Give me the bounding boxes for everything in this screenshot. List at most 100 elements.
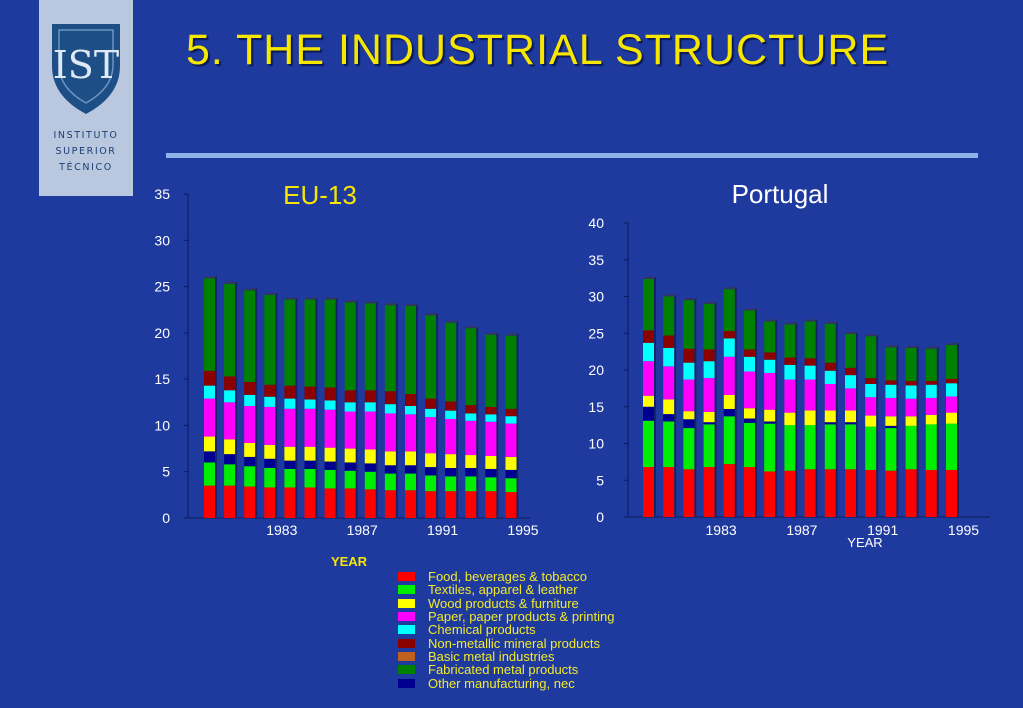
pt-bar-1983-fabricated: [703, 303, 715, 350]
eu-bar-side-1989: [395, 303, 398, 518]
eu-bar-1988-food: [364, 489, 376, 518]
pt-bar-1991-fabricated: [865, 336, 877, 379]
eu-bar-1993-food: [465, 491, 477, 518]
pt-bar-1990-fabricated: [845, 333, 856, 368]
pt-bar-1990-paper: [845, 388, 856, 411]
eu-bar-1983-wood: [264, 444, 276, 459]
pt-bar-side-1991: [876, 334, 879, 517]
pt-bar-1982-nonmetallic: [683, 348, 695, 363]
eu-bar-side-1992: [456, 320, 459, 518]
eu-bar-1987-wood: [344, 448, 356, 463]
eu-bar-1987-nonmetallic: [344, 390, 356, 403]
eu-bar-1990-other: [405, 465, 416, 474]
pt-bar-1988-fabricated: [804, 321, 816, 359]
legend-swatch: [398, 678, 415, 688]
eu-bar-1995-chemical: [505, 416, 517, 424]
pt-bar-1993-paper: [905, 398, 917, 417]
eu-bar-1982-chemical: [244, 394, 256, 406]
pt-bar-1991-chemical: [865, 383, 877, 398]
pt-bar-1985-textiles: [744, 422, 755, 468]
eu-bar-1991-chemical: [425, 408, 437, 418]
eu-bar-1985-fabricated: [304, 299, 316, 387]
eu-bar-side-1995: [516, 333, 519, 518]
pt-bar-1984-paper: [723, 356, 735, 395]
eu-bar-1984-food: [284, 487, 296, 518]
eu-bar-1994-fabricated: [485, 334, 497, 407]
eu-bar-side-1982: [255, 288, 258, 518]
pt-bar-1983-nonmetallic: [703, 349, 715, 362]
pt-y-tick-label: 15: [588, 399, 604, 415]
pt-bar-1985-other: [744, 418, 755, 423]
pt-bar-1992-fabricated: [885, 347, 897, 381]
legend-swatch: [398, 665, 415, 675]
pt-bar-1983-paper: [703, 378, 715, 412]
eu-bar-1990-nonmetallic: [405, 393, 416, 406]
pt-bar-cap-1989: [824, 321, 838, 324]
eu-bar-1984-chemical: [284, 398, 296, 409]
pt-bar-cap-1987: [784, 322, 798, 325]
eu-bar-1987-other: [344, 462, 356, 471]
pt-bar-side-1984: [734, 287, 737, 517]
eu-bar-1980-fabricated: [204, 278, 215, 371]
eu-bar-1986-paper: [324, 409, 336, 448]
eu-bar-1984-other: [284, 460, 296, 469]
eu13-chart: 0 5 10 15 20 25 30 35 EU-13 1983 1987 1991 1995 YEAR: [154, 180, 538, 569]
pt-bar-1992-other: [885, 425, 897, 429]
eu-bar-1985-wood: [304, 446, 316, 461]
eu-bar-1981-textiles: [224, 464, 236, 486]
pt-bar-1987-chemical: [784, 364, 796, 380]
eu-bar-cap-1995: [505, 333, 519, 336]
eu-bar-1992-wood: [445, 454, 457, 469]
pt-bar-cap-1980: [643, 276, 656, 279]
pt-bar-1993-chemical: [905, 385, 917, 399]
institution-logo: IST INSTITUTO SUPERIOR TÉCNICO: [39, 0, 133, 196]
eu-bar-cap-1985: [304, 297, 318, 300]
pt-bar-1988-food: [804, 469, 816, 517]
eu-bar-1982-other: [244, 456, 256, 467]
eu-bar-1980-nonmetallic: [204, 370, 215, 386]
pt-bar-1992-textiles: [885, 428, 897, 471]
pt-y-tick-label: 25: [588, 325, 604, 341]
pt-bar-1992-nonmetallic: [885, 380, 897, 385]
eu-bar-1983-textiles: [264, 468, 276, 488]
eu-bar-1984-textiles: [284, 468, 296, 488]
pt-bar-1981-fabricated: [663, 296, 675, 336]
eu-bar-1992-fabricated: [445, 322, 457, 402]
pt-bar-1986-textiles: [764, 423, 776, 472]
eu-bar-1990-wood: [405, 451, 416, 466]
eu-bar-1989-paper: [384, 413, 396, 452]
eu-bar-1982-wood: [244, 443, 256, 457]
eu-bar-1985-paper: [304, 408, 316, 447]
pt-bar-cap-1986: [764, 319, 778, 322]
eu-bar-cap-1981: [224, 281, 238, 284]
pt-bar-1981-textiles: [663, 421, 675, 468]
pt-bar-1988-chemical: [804, 365, 816, 380]
eu-bar-cap-1983: [264, 292, 278, 295]
pt-bar-1982-chemical: [683, 362, 695, 380]
eu-bar-1989-wood: [384, 451, 396, 466]
pt-bar-1993-fabricated: [905, 347, 917, 382]
pt-bar-side-1987: [795, 322, 798, 517]
eu-bar-1995-paper: [505, 423, 517, 457]
eu-bar-side-1993: [476, 326, 479, 518]
pt-bar-1992-wood: [885, 416, 897, 426]
pt-bar-1992-food: [885, 470, 897, 517]
eu-bar-1988-other: [364, 463, 376, 472]
pt-bar-cap-1983: [703, 301, 717, 304]
eu-bar-side-1988: [375, 301, 378, 518]
eu-bar-1992-textiles: [445, 476, 457, 492]
pt-bar-1986-nonmetallic: [764, 352, 776, 360]
eu-bar-1988-wood: [364, 449, 376, 464]
portugal-chart: 0 5 10 15 20 25 30 35 40 Portugal 1983 1987 1991 1995…: [588, 179, 990, 550]
chart-legend: Food, beverages & tobacco Textiles, appar…: [398, 570, 614, 690]
legend-label: Fabricated metal products: [428, 662, 579, 678]
eu-y-tick-label: 10: [154, 417, 170, 433]
pt-bar-1995-food: [946, 469, 957, 517]
eu-bar-1990-paper: [405, 414, 416, 452]
pt-y-tick-label: 40: [588, 215, 604, 231]
pt-bar-cap-1984: [723, 287, 737, 290]
pt-bar-1992-paper: [885, 397, 897, 417]
eu-bar-cap-1982: [244, 288, 258, 291]
pt-bar-1994-fabricated: [925, 348, 937, 382]
eu-bar-1986-chemical: [324, 400, 336, 410]
